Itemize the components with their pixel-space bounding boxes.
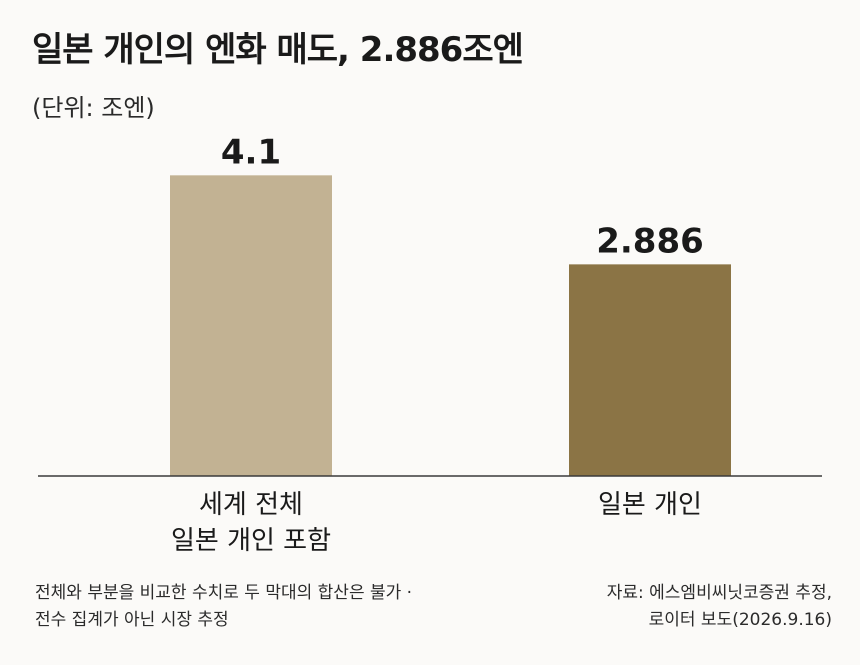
bar — [569, 264, 731, 476]
bar-value-label: 2.886 — [596, 221, 704, 261]
source-line: 자료: 에스엠비씨닛코증권 추정, — [606, 583, 832, 603]
source-note: 자료: 에스엠비씨닛코증권 추정, 로이터 보도(2026.9.16) — [607, 580, 832, 634]
chart-title: 일본 개인의 엔화 매도, 2.886조엔 — [32, 30, 524, 70]
footnote-line: 전체와 부분을 비교한 수치로 두 막대의 합산은 불가 · — [35, 583, 413, 603]
category-label: 일본 개인 — [598, 490, 702, 520]
bar-value-label: 4.1 — [221, 132, 281, 172]
bar — [170, 175, 332, 477]
unit-label: (단위: 조엔) — [32, 94, 155, 122]
category-label: 세계 전체 — [199, 490, 303, 520]
category-label: 일본 개인 포함 — [171, 526, 331, 556]
source-line: 로이터 보도(2026.9.16) — [648, 610, 832, 630]
footnote-line: 전수 집계가 아닌 시장 추정 — [35, 610, 229, 630]
footnote: 전체와 부분을 비교한 수치로 두 막대의 합산은 불가 · 전수 집계가 아닌… — [35, 580, 412, 634]
